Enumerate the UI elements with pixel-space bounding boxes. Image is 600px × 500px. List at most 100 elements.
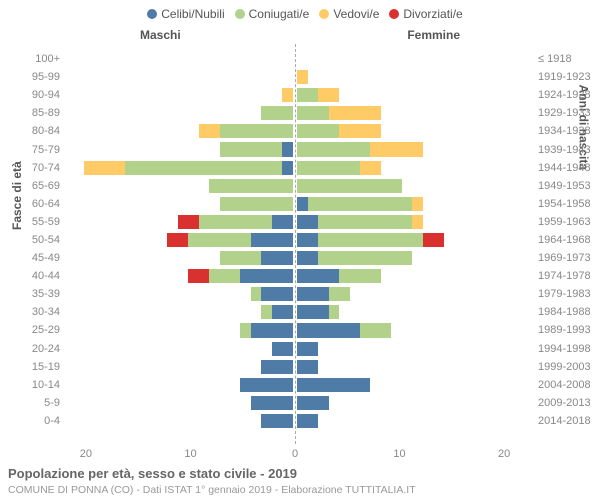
female-half xyxy=(297,233,527,247)
legend-label: Divorziati/e xyxy=(403,7,462,21)
bar-segment xyxy=(297,342,318,356)
bar-segment xyxy=(261,414,292,428)
female-half xyxy=(297,269,527,283)
male-half xyxy=(63,251,293,265)
x-tick: 10 xyxy=(184,448,196,460)
bar-segment xyxy=(297,396,328,410)
bar-segment xyxy=(240,269,292,283)
x-axis: 201001020 xyxy=(65,448,525,462)
female-half xyxy=(297,287,527,301)
female-half xyxy=(297,197,527,211)
bar-segment xyxy=(261,251,292,265)
bar-segment xyxy=(220,124,293,138)
bar-segment xyxy=(318,88,339,102)
bar-segment xyxy=(282,142,292,156)
legend-swatch xyxy=(147,9,157,19)
bar-segment xyxy=(297,124,339,138)
female-half xyxy=(297,342,527,356)
female-half xyxy=(297,142,527,156)
y-label-right: 1954-1958 xyxy=(538,199,600,210)
female-half xyxy=(297,124,527,138)
bar-segment xyxy=(251,396,293,410)
bar-segment xyxy=(412,197,422,211)
female-half xyxy=(297,106,527,120)
male-header: Maschi xyxy=(140,28,181,42)
bar-segment xyxy=(220,197,293,211)
y-label-left: 100+ xyxy=(0,54,60,65)
y-label-right: 1964-1968 xyxy=(538,235,600,246)
male-half xyxy=(63,378,293,392)
y-label-left: 25-29 xyxy=(0,325,60,336)
y-label-left: 50-54 xyxy=(0,235,60,246)
chart-title: Popolazione per età, sesso e stato civil… xyxy=(8,466,297,481)
male-half xyxy=(63,106,293,120)
bar-segment xyxy=(318,233,423,247)
bar-segment xyxy=(297,360,318,374)
bar-segment xyxy=(297,287,328,301)
male-half xyxy=(63,142,293,156)
bar-segment xyxy=(308,197,413,211)
y-label-left: 5-9 xyxy=(0,398,60,409)
bar-segment xyxy=(251,323,293,337)
female-half xyxy=(297,215,527,229)
bar-segment xyxy=(370,142,422,156)
male-half xyxy=(63,342,293,356)
plot-area xyxy=(65,44,525,444)
bar-segment xyxy=(318,251,412,265)
bar-segment xyxy=(297,106,328,120)
bar-segment xyxy=(329,287,350,301)
female-half xyxy=(297,323,527,337)
y-label-left: 55-59 xyxy=(0,217,60,228)
bar-segment xyxy=(220,251,262,265)
female-half xyxy=(297,305,527,319)
bar-segment xyxy=(318,215,412,229)
y-label-right: 2009-2013 xyxy=(538,398,600,409)
male-half xyxy=(63,124,293,138)
y-label-right: 2004-2008 xyxy=(538,380,600,391)
male-half xyxy=(63,179,293,193)
bar-segment xyxy=(240,323,250,337)
female-half xyxy=(297,52,527,66)
bar-segment xyxy=(297,378,370,392)
bar-segment xyxy=(297,179,402,193)
x-tick: 10 xyxy=(393,448,405,460)
bar-segment xyxy=(251,233,293,247)
bar-segment xyxy=(297,88,318,102)
chart-subtitle: COMUNE DI PONNA (CO) - Dati ISTAT 1° gen… xyxy=(8,484,416,496)
y-label-left: 30-34 xyxy=(0,307,60,318)
male-half xyxy=(63,287,293,301)
female-half xyxy=(297,378,527,392)
bar-segment xyxy=(240,378,292,392)
bar-segment xyxy=(412,215,422,229)
y-label-left: 80-84 xyxy=(0,126,60,137)
legend-swatch xyxy=(389,9,399,19)
bar-segment xyxy=(339,124,381,138)
female-half xyxy=(297,251,527,265)
y-label-right: 1919-1923 xyxy=(538,72,600,83)
legend-swatch xyxy=(319,9,329,19)
bar-segment xyxy=(209,179,293,193)
bar-segment xyxy=(220,142,283,156)
x-tick: 20 xyxy=(80,448,92,460)
y-label-right: 1939-1943 xyxy=(538,145,600,156)
female-half xyxy=(297,179,527,193)
male-half xyxy=(63,215,293,229)
female-half xyxy=(297,396,527,410)
bar-segment xyxy=(297,251,318,265)
male-half xyxy=(63,161,293,175)
female-half xyxy=(297,414,527,428)
x-tick: 0 xyxy=(292,448,298,460)
bar-segment xyxy=(209,269,240,283)
y-label-left: 10-14 xyxy=(0,380,60,391)
bar-segment xyxy=(178,215,199,229)
female-half xyxy=(297,70,527,84)
y-label-right: 1934-1938 xyxy=(538,126,600,137)
y-label-right: 1924-1928 xyxy=(538,90,600,101)
bar-segment xyxy=(261,106,292,120)
y-label-left: 70-74 xyxy=(0,163,60,174)
bar-segment xyxy=(297,215,318,229)
male-half xyxy=(63,414,293,428)
y-label-right: ≤ 1918 xyxy=(538,54,600,65)
male-half xyxy=(63,52,293,66)
male-half xyxy=(63,233,293,247)
